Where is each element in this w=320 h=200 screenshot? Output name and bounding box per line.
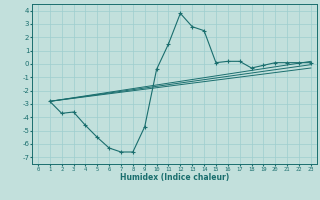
X-axis label: Humidex (Indice chaleur): Humidex (Indice chaleur) xyxy=(120,173,229,182)
